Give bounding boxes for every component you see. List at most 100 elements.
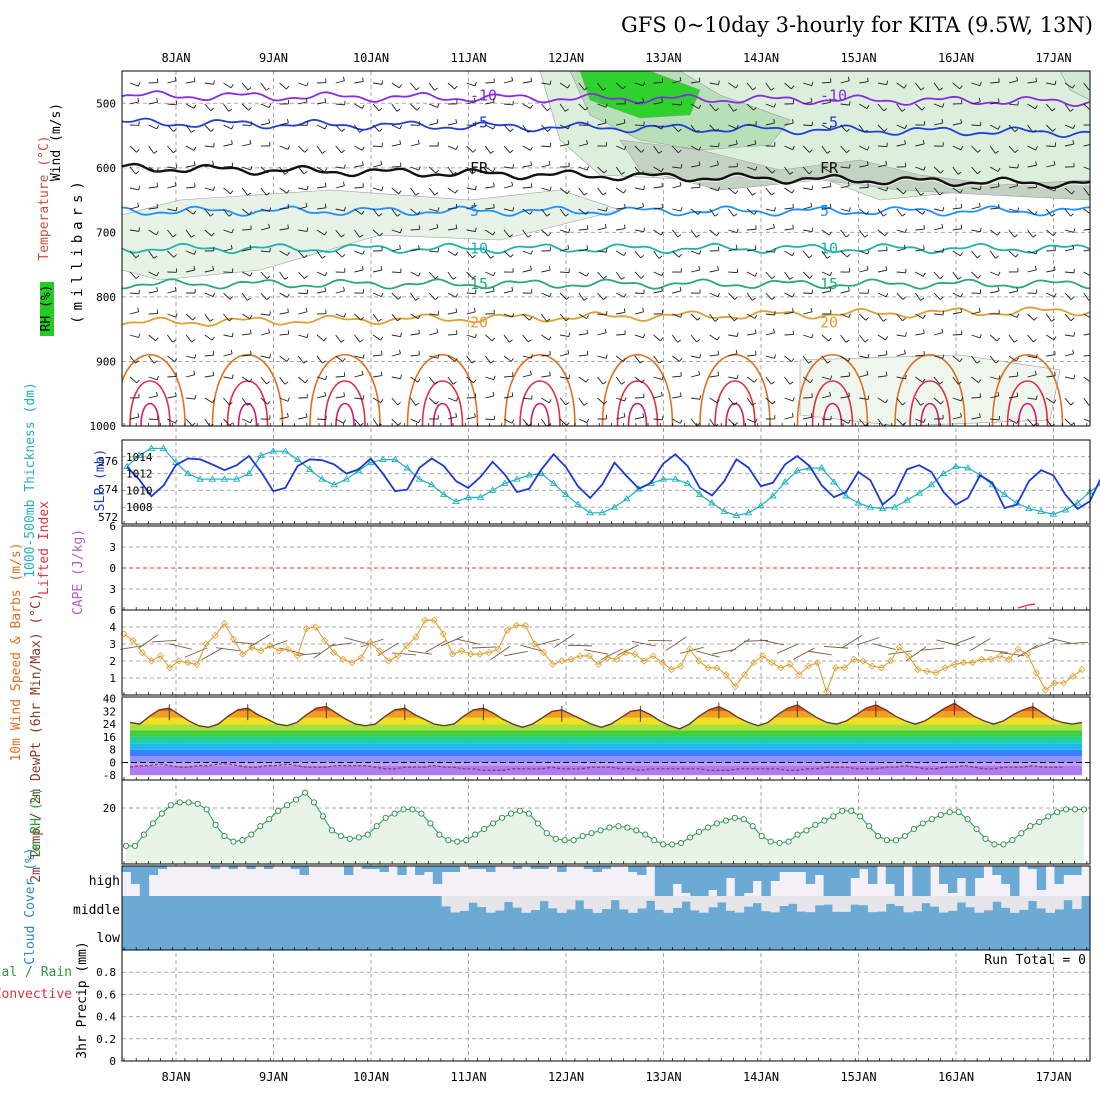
wind-barb	[1083, 249, 1090, 252]
wind-barb	[279, 271, 286, 280]
wind-barb	[971, 101, 981, 105]
wind-barb-flag	[792, 397, 795, 402]
wind-barb-flag	[810, 413, 813, 418]
wind-barb	[129, 334, 139, 338]
wind-barb-flag	[549, 80, 552, 85]
wind-barb-flag	[792, 224, 794, 229]
wind-barb-flag	[135, 275, 140, 279]
wind-barb-flag	[605, 248, 608, 253]
wind-barb-flag	[679, 286, 682, 292]
wind-barb	[522, 145, 531, 151]
wind-barb	[877, 103, 885, 112]
wind-barb	[223, 353, 233, 357]
wind-barb-flag	[471, 360, 476, 364]
wind-speed-point	[156, 652, 165, 660]
wind-barb-flag	[885, 160, 888, 165]
wind-barb	[1027, 186, 1037, 189]
wind-barb-flag	[752, 87, 757, 91]
wind-barb-flag	[976, 255, 981, 259]
rh-point	[785, 838, 792, 845]
wind-barb-10m	[841, 634, 863, 649]
wind-barb-flag	[323, 337, 327, 342]
wind-barb-flag	[436, 328, 439, 333]
wind-barb	[989, 355, 997, 364]
wind-barb-flag	[866, 211, 870, 215]
wind-speed-point	[193, 660, 201, 668]
wind-speed-point	[184, 659, 192, 667]
rh-point	[1027, 823, 1034, 830]
wind-barb	[1027, 313, 1035, 321]
rh-point	[212, 821, 219, 828]
wind-barb-flag	[492, 287, 495, 292]
wind-barb	[335, 290, 345, 294]
rh-point	[704, 824, 712, 831]
wind-barb	[279, 166, 286, 175]
wind-barb-flag	[138, 333, 141, 338]
wind-barb-flag	[847, 357, 851, 362]
wind-barb-flag	[922, 378, 926, 383]
wind-barb-flag	[228, 213, 233, 217]
wind-barb	[391, 376, 401, 380]
wind-barb-flag	[957, 171, 962, 175]
wind-barb-flag	[640, 275, 645, 279]
wind-barb	[653, 166, 662, 173]
wind-barb	[690, 208, 699, 215]
rh-point	[633, 827, 640, 834]
wind-barb-flag	[848, 207, 851, 212]
rh-point	[149, 820, 156, 827]
wind-barb-flag	[905, 374, 907, 380]
date-label-bottom: 15JAN	[840, 1070, 876, 1084]
thickness-point	[842, 492, 850, 499]
thickness-point	[391, 455, 399, 463]
li-tick: 6	[109, 520, 116, 533]
wind-barb	[429, 332, 439, 336]
wind-barb	[709, 164, 719, 168]
wind-barb	[765, 208, 775, 212]
wind-barb-flag	[902, 296, 907, 300]
wind-barb-flag	[305, 97, 308, 102]
wind-barb	[747, 248, 757, 252]
wind-barb	[1027, 145, 1036, 151]
wind-barb-flag	[155, 337, 159, 342]
wind-barb-flag	[174, 76, 177, 81]
thickness-point	[318, 475, 326, 482]
wind-barb	[971, 416, 981, 420]
rh-point	[776, 839, 783, 847]
rh-point	[651, 837, 658, 844]
wind-barb-10m	[328, 642, 352, 647]
slp-tick: 1010	[126, 484, 153, 497]
wind-barb	[877, 334, 886, 341]
wind-barb	[466, 376, 474, 384]
wind-barb	[391, 397, 398, 406]
wind-barb	[728, 292, 735, 300]
wind-barb	[428, 166, 437, 174]
wind-barb	[672, 355, 680, 362]
wind-barb	[484, 250, 491, 259]
rh-point	[140, 831, 147, 838]
wind-barb	[447, 250, 456, 256]
wind-barb-flag	[621, 276, 625, 280]
wind-barb	[746, 292, 753, 301]
wind-barb-flag	[718, 80, 720, 85]
wind-barb-flag	[528, 422, 532, 426]
wind-barb-flag	[175, 206, 178, 211]
wind-barb-flag	[509, 149, 514, 154]
wind-barb-flag	[979, 227, 982, 232]
wind-barb	[260, 332, 270, 336]
wind-barb	[915, 248, 925, 252]
wind-barb-flag	[249, 272, 253, 277]
wind-barb-flag	[882, 318, 887, 322]
wind-barb	[316, 101, 326, 105]
wind-barb	[316, 166, 325, 173]
wind-barb-flag	[475, 227, 477, 232]
wind-barb-flag	[436, 223, 439, 228]
wind-barb	[391, 143, 401, 147]
wind-barb-flag	[565, 317, 570, 322]
cloud-label-middle: middle	[73, 903, 120, 918]
wind-barb	[690, 313, 698, 321]
rh-point	[892, 837, 900, 844]
wind-barb	[728, 271, 738, 274]
wind-barb	[167, 208, 177, 212]
wind-barb	[485, 207, 495, 210]
cloud-middle-gap	[450, 896, 460, 913]
